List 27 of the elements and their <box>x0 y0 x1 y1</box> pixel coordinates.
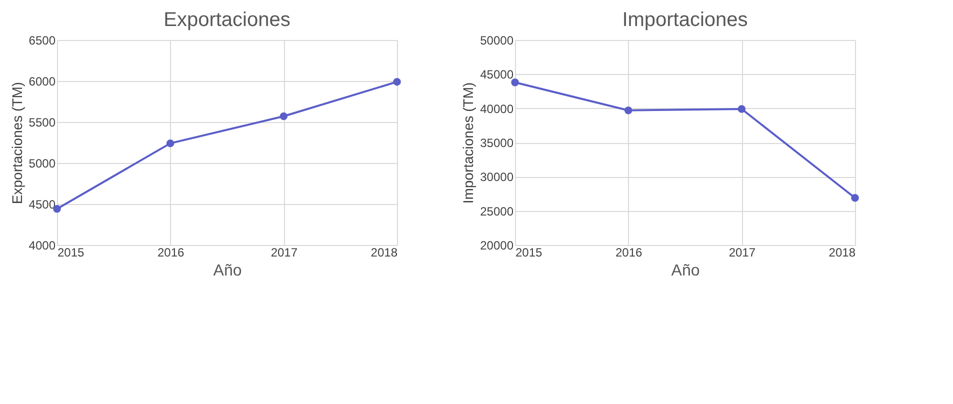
chart-title: Exportaciones <box>164 9 290 31</box>
x-tick-label: 2018 <box>828 246 856 260</box>
x-axis-title: Año <box>213 262 242 280</box>
y-tick-label: 35000 <box>480 136 514 150</box>
y-tick-label: 5000 <box>28 156 56 170</box>
x-axis-title: Año <box>671 262 700 280</box>
y-tick-label: 40000 <box>480 102 514 116</box>
y-axis-title: Exportaciones (TM) <box>8 82 25 204</box>
y-tick-label: 45000 <box>480 68 514 82</box>
y-tick-label: 6000 <box>28 74 56 88</box>
x-tick-label: 2017 <box>728 246 756 260</box>
x-tick-label: 2016 <box>157 246 185 260</box>
y-axis-title: Importaciones (TM) <box>460 82 476 204</box>
y-tick-label: 25000 <box>480 204 514 218</box>
y-tick-label: 5500 <box>28 116 56 130</box>
y-tick-label: 20000 <box>480 238 514 252</box>
y-tick-label: 6500 <box>28 34 56 48</box>
chart-title: Importaciones <box>622 9 748 31</box>
x-tick-label: 2017 <box>270 246 298 260</box>
x-tick-label: 2018 <box>370 246 398 260</box>
y-tick-label: 4500 <box>28 198 56 212</box>
x-tick-label: 2016 <box>615 246 643 260</box>
y-tick-label: 30000 <box>480 170 514 184</box>
x-tick-label: 2015 <box>516 246 543 260</box>
x-tick-label: 2015 <box>58 246 85 260</box>
y-tick-label: 4000 <box>28 238 56 252</box>
y-tick-label: 50000 <box>480 34 514 48</box>
